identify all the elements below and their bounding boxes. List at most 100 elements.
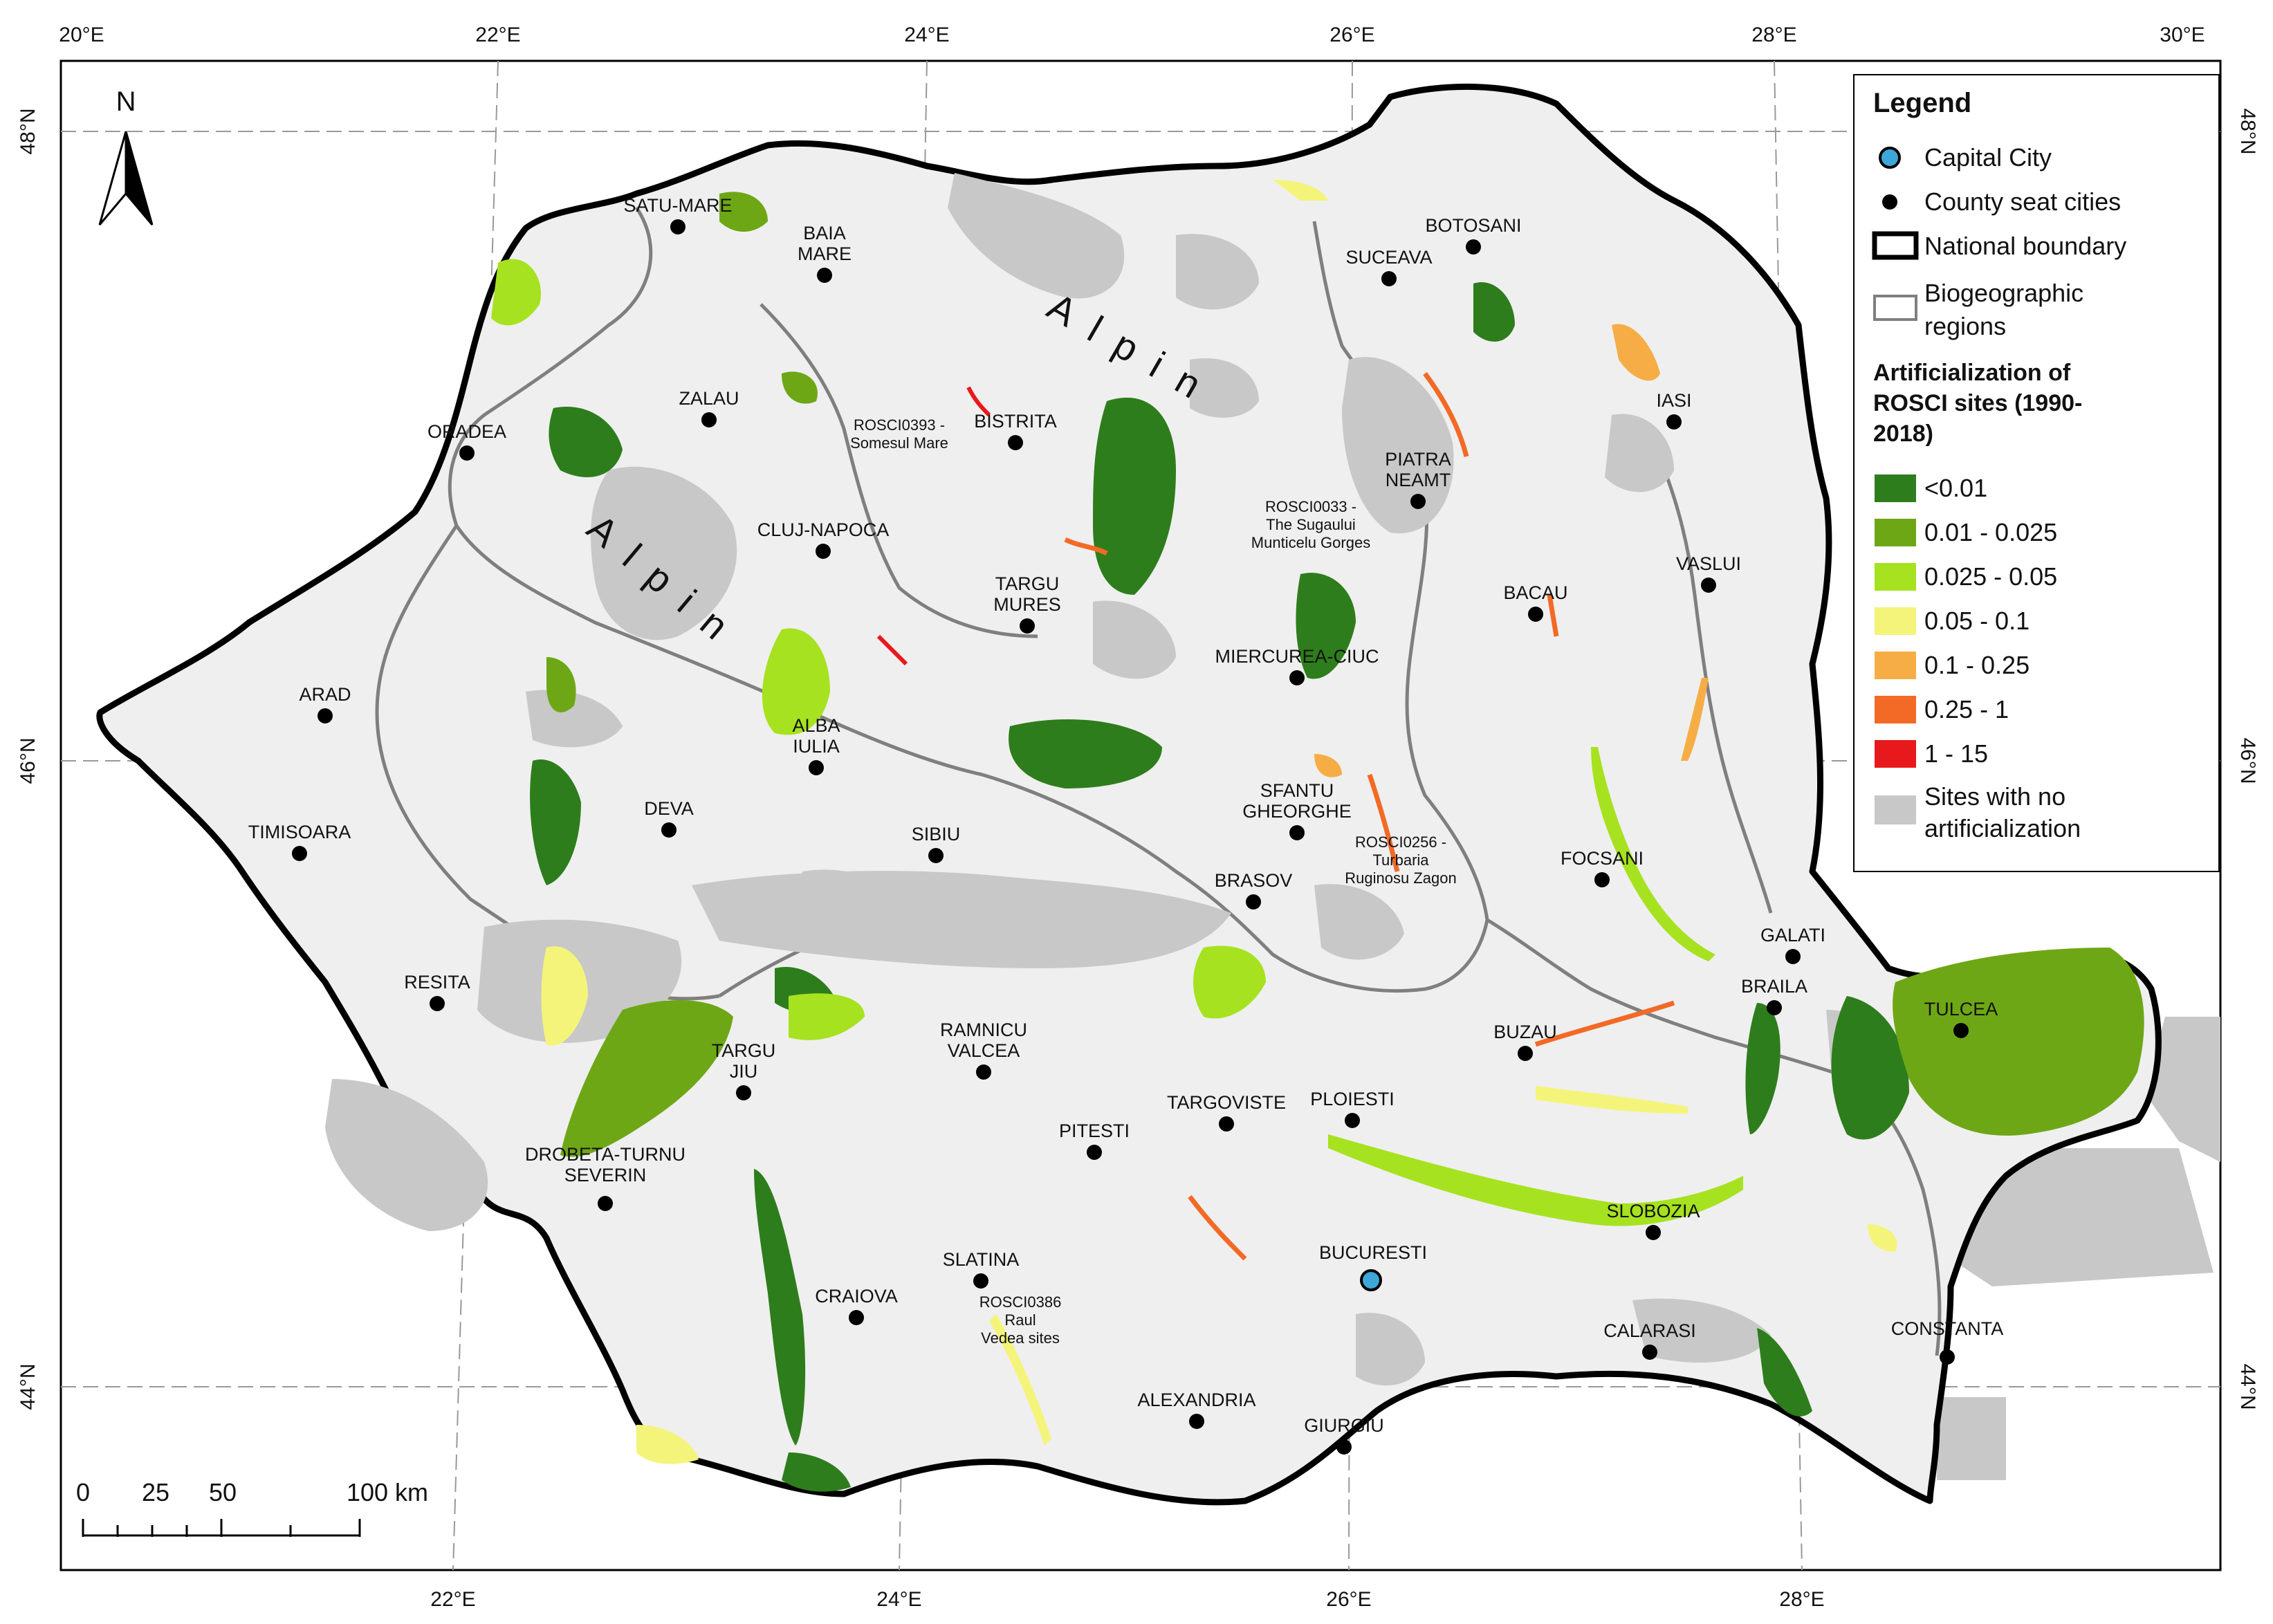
city-label: CONSTANTA bbox=[1891, 1318, 2004, 1339]
city-label: FOCSANI bbox=[1561, 848, 1644, 869]
city-marker bbox=[1289, 670, 1305, 685]
legend-seat-label: County seat cities bbox=[1924, 187, 2121, 216]
tick-bottom-3: 28°E bbox=[1779, 1588, 1824, 1611]
tick-bottom-0: 22°E bbox=[430, 1588, 475, 1611]
city-label: ARAD bbox=[299, 684, 351, 705]
city-marker bbox=[1528, 607, 1543, 622]
site-label-0: ROSCI0393 -Somesul Mare bbox=[850, 416, 948, 452]
legend-class-label-3: 0.05 - 0.1 bbox=[1924, 607, 2030, 635]
legend: Legend Capital City County seat cities N… bbox=[1853, 74, 2220, 872]
cities-layer: SATU-MARE BAIA MARE ZALAU ORADEA BISTRITA CLUJ… bbox=[248, 195, 2004, 1455]
city-marker bbox=[1646, 1225, 1661, 1240]
city-marker bbox=[701, 412, 717, 427]
city-marker bbox=[976, 1064, 991, 1080]
legend-swatch-2 bbox=[1875, 563, 1916, 591]
site-label-3: ROSCI0386 Raul Vedea sites bbox=[979, 1293, 1062, 1347]
city-label: TARGU MURES bbox=[993, 573, 1061, 615]
city-label: GIURGIU bbox=[1304, 1415, 1384, 1436]
legend-class-label-4: 0.1 - 0.25 bbox=[1924, 651, 2030, 679]
city-iasi: IASI bbox=[1656, 390, 1692, 430]
city-marker bbox=[1020, 618, 1035, 634]
city-marker bbox=[973, 1273, 988, 1289]
legend-class-label-5: 0.25 - 1 bbox=[1924, 695, 2009, 723]
city-marker bbox=[1410, 494, 1426, 509]
city-arad: ARAD bbox=[299, 684, 351, 723]
city-marker bbox=[1246, 894, 1261, 910]
city-marker bbox=[1087, 1145, 1102, 1160]
legend-swatch-4 bbox=[1875, 652, 1916, 679]
legend-capital-label: Capital City bbox=[1924, 143, 2052, 172]
city-label: ALEXANDRIA bbox=[1137, 1390, 1255, 1410]
city-suceava: SUCEAVA bbox=[1345, 247, 1433, 286]
legend-boundary-label: National boundary bbox=[1924, 232, 2126, 260]
city-label: SLOBOZIA bbox=[1606, 1201, 1700, 1221]
city-marker bbox=[809, 760, 824, 775]
city-marker bbox=[1594, 872, 1610, 887]
legend-swatch-5 bbox=[1875, 696, 1916, 723]
city-label: SFANTU GHEORGHE bbox=[1242, 780, 1352, 822]
offshore-sites bbox=[1937, 1017, 2220, 1480]
city-bacau: BACAU bbox=[1503, 582, 1568, 622]
city-sfantu-gheorghe: SFANTU GHEORGHE bbox=[1242, 780, 1352, 840]
city-label: SIBIU bbox=[912, 824, 961, 845]
city-piatra-neamt: PIATRA NEAMT bbox=[1385, 449, 1451, 509]
city-targu-mures: TARGU MURES bbox=[993, 573, 1061, 634]
tick-bottom-1: 24°E bbox=[876, 1588, 921, 1611]
city-timisoara: TIMISOARA bbox=[248, 822, 351, 861]
tick-right-0: 48°N bbox=[2236, 108, 2259, 154]
city-label: RAMNICU VALCEA bbox=[940, 1019, 1027, 1061]
city-galati: GALATI bbox=[1760, 925, 1825, 964]
sites-no-artificialization bbox=[325, 173, 1909, 1386]
city-marker bbox=[1381, 271, 1397, 286]
city-bistrita: BISTRITA bbox=[974, 411, 1057, 450]
city-marker bbox=[661, 822, 677, 838]
tick-top-4: 28°E bbox=[1751, 24, 1796, 46]
city-label: PIATRA NEAMT bbox=[1385, 449, 1451, 490]
scale-label-100: 100 km bbox=[347, 1478, 428, 1506]
legend-none-swatch bbox=[1875, 795, 1916, 824]
tick-top-1: 22°E bbox=[475, 24, 520, 46]
city-marker bbox=[1219, 1116, 1234, 1132]
sites-0-1-0-25 bbox=[1314, 324, 1709, 777]
site-label-1: ROSCI0033 -The Sugaului Munticelu Gorges bbox=[1251, 498, 1370, 551]
city-oradea: ORADEA bbox=[427, 421, 506, 461]
city-label: ALBA IULIA bbox=[792, 715, 840, 757]
city-label: CALARASI bbox=[1603, 1320, 1696, 1341]
city-calarasi: CALARASI bbox=[1603, 1320, 1696, 1360]
tick-left-1: 46°N bbox=[17, 737, 39, 784]
scale-label-25: 25 bbox=[142, 1478, 169, 1506]
capital-marker bbox=[1360, 1269, 1382, 1291]
city-cluj-napoca: CLUJ-NAPOCA bbox=[757, 519, 890, 559]
tick-right-2: 44°N bbox=[2236, 1363, 2259, 1410]
city-label: SLATINA bbox=[943, 1249, 1020, 1270]
city-label: SUCEAVA bbox=[1345, 247, 1432, 268]
city-focsani: FOCSANI bbox=[1561, 848, 1644, 887]
city-label: VASLUI bbox=[1676, 553, 1741, 574]
city-brasov: BRASOV bbox=[1215, 870, 1292, 910]
city-label: CLUJ-NAPOCA bbox=[757, 519, 890, 540]
city-label: ORADEA bbox=[427, 421, 506, 442]
city-label: BACAU bbox=[1503, 582, 1567, 603]
tick-right-1: 46°N bbox=[2236, 737, 2259, 784]
city-targoviste: TARGOVISTE bbox=[1167, 1092, 1286, 1132]
city-zalau: ZALAU bbox=[679, 388, 739, 427]
city-label: BOTOSANI bbox=[1425, 215, 1521, 236]
city-label: IASI bbox=[1656, 390, 1691, 411]
city-marker bbox=[1466, 239, 1481, 255]
city-label: MIERCUREA-CIUC bbox=[1215, 646, 1379, 667]
city-label: TULCEA bbox=[1924, 999, 1998, 1019]
tick-top-2: 24°E bbox=[904, 24, 949, 46]
city-marker bbox=[1701, 578, 1716, 593]
city-baia-mare: BAIA MARE bbox=[798, 223, 852, 283]
city-marker bbox=[1008, 435, 1023, 450]
city-marker bbox=[1767, 1000, 1782, 1015]
city-label: TARGOVISTE bbox=[1167, 1092, 1286, 1113]
city-braila: BRAILA bbox=[1741, 976, 1807, 1015]
city-slobozia: SLOBOZIA bbox=[1606, 1201, 1700, 1240]
city-label: BRAILA bbox=[1741, 976, 1807, 997]
legend-regions-label: Biogeographic regions bbox=[1924, 279, 2090, 340]
city-marker bbox=[817, 268, 832, 283]
city-sibiu: SIBIU bbox=[912, 824, 961, 863]
city-marker bbox=[1189, 1414, 1204, 1429]
